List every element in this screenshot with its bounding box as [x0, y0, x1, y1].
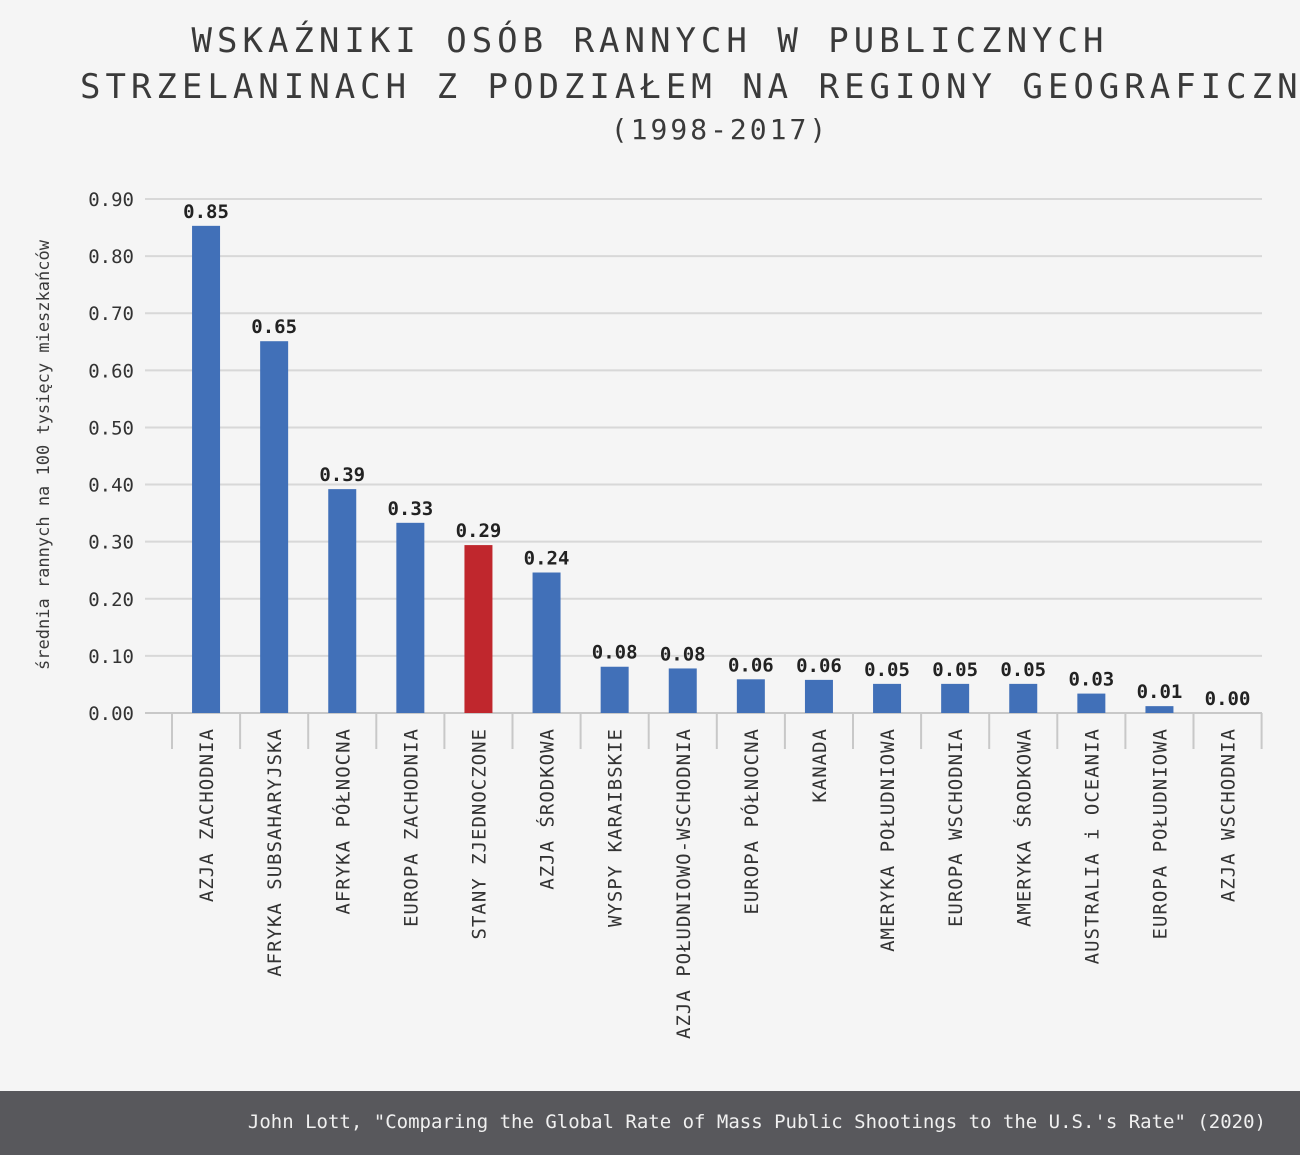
y-tick-label: 0.00: [88, 703, 134, 725]
x-tick-label: AMERYKA ŚRODKOWA: [1011, 728, 1035, 927]
value-label: 0.29: [456, 520, 502, 542]
y-tick-label: 0.50: [88, 417, 134, 439]
y-axis-ticks: 0.00 0.10 0.20 0.30 0.40 0.50 0.60 0.70 0.80 0.90: [88, 189, 134, 725]
x-tick-label: AZJA POŁUDNIOWO-WSCHODNIA: [673, 728, 695, 1039]
value-label: 0.06: [728, 654, 774, 676]
x-tick-label: AFRYKA SUBSAHARYJSKA: [264, 728, 286, 977]
bar-chart: 0.00 0.10 0.20 0.30 0.40 0.50 0.60 0.70 0.80 0.90…: [34, 189, 1263, 1039]
x-tick-label: AZJA WSCHODNIA: [1218, 728, 1240, 902]
bar: [1145, 706, 1174, 713]
value-label: 0.06: [796, 655, 842, 677]
y-tick-label: 0.60: [88, 360, 134, 382]
bar: [532, 572, 561, 713]
x-tick-label: WYSPY KARAIBSKIE: [605, 728, 627, 927]
grid-lines: [145, 198, 1262, 714]
value-label: 0.03: [1068, 669, 1114, 691]
x-tick-label: AZJA ŚRODKOWA: [535, 728, 559, 890]
bar: [873, 683, 902, 713]
x-tick-label: STANY ZJEDNOCZONE: [468, 728, 490, 939]
x-axis-labels: AZJA ZACHODNIA AFRYKA SUBSAHARYJSKA AFRYKA…: [196, 728, 1240, 1039]
bar: [328, 489, 357, 713]
bars: [192, 225, 1174, 713]
bar: [668, 668, 697, 713]
x-tick-label: AMERYKA POŁUDNIOWA: [877, 728, 899, 952]
y-tick-label: 0.20: [88, 589, 134, 611]
bar: [1009, 683, 1038, 713]
x-axis-ticks: [171, 713, 1263, 749]
bar: [1077, 693, 1106, 713]
bar: [941, 683, 970, 713]
y-tick-label: 0.90: [88, 189, 134, 211]
value-label: 0.39: [319, 464, 365, 486]
chart-title: WSKAŹNIKI OSÓB RANNYCH W PUBLICZNYCH STR…: [0, 18, 1300, 150]
x-tick-label: EUROPA PÓŁNOCNA: [739, 728, 763, 915]
x-tick-label: EUROPA ZACHODNIA: [400, 728, 422, 927]
value-label: 0.05: [1000, 659, 1046, 681]
bar: [464, 545, 493, 713]
bar: [192, 225, 221, 713]
value-label: 0.08: [660, 643, 706, 665]
bar: [260, 341, 289, 713]
y-tick-label: 0.80: [88, 246, 134, 268]
value-label: 0.00: [1205, 688, 1251, 710]
x-tick-label: AFRYKA PÓŁNOCNA: [330, 728, 354, 915]
y-tick-label: 0.70: [88, 303, 134, 325]
y-tick-label: 0.10: [88, 646, 134, 668]
y-tick-label: 0.30: [88, 532, 134, 554]
chart-title-line-2: STRZELANINACH Z PODZIAŁEM NA REGIONY GEO…: [80, 67, 1300, 107]
value-label: 0.24: [524, 548, 570, 570]
source-citation: John Lott, "Comparing the Global Rate of…: [247, 1111, 1266, 1133]
value-label: 0.01: [1137, 681, 1183, 703]
x-tick-label: AZJA ZACHODNIA: [196, 728, 218, 902]
x-tick-label: EUROPA WSCHODNIA: [945, 728, 967, 927]
bar: [804, 679, 833, 713]
bar: [396, 522, 425, 713]
x-tick-label: AUSTRALIA i OCEANIA: [1081, 728, 1103, 964]
x-tick-label: EUROPA POŁUDNIOWA: [1149, 728, 1171, 939]
value-label: 0.08: [592, 642, 638, 664]
bar: [736, 679, 765, 713]
x-tick-label: KANADA: [809, 728, 831, 803]
chart-title-line-1: WSKAŹNIKI OSÓB RANNYCH W PUBLICZNYCH: [191, 21, 1109, 61]
y-tick-label: 0.40: [88, 475, 134, 497]
value-label: 0.05: [932, 659, 978, 681]
value-label: 0.65: [251, 316, 297, 338]
value-label: 0.05: [864, 659, 910, 681]
value-label: 0.85: [183, 201, 229, 223]
source-footer: John Lott, "Comparing the Global Rate of…: [0, 1091, 1300, 1155]
value-labels: 0.85 0.65 0.39 0.33 0.29 0.24 0.08 0.08 0.06 0.06…: [183, 201, 1250, 710]
value-label: 0.33: [387, 498, 433, 520]
y-axis-label: średnia rannych na 100 tysięcy mieszkańc…: [34, 239, 54, 670]
chart-subtitle: (1998-2017): [610, 113, 830, 146]
bar: [600, 666, 629, 713]
